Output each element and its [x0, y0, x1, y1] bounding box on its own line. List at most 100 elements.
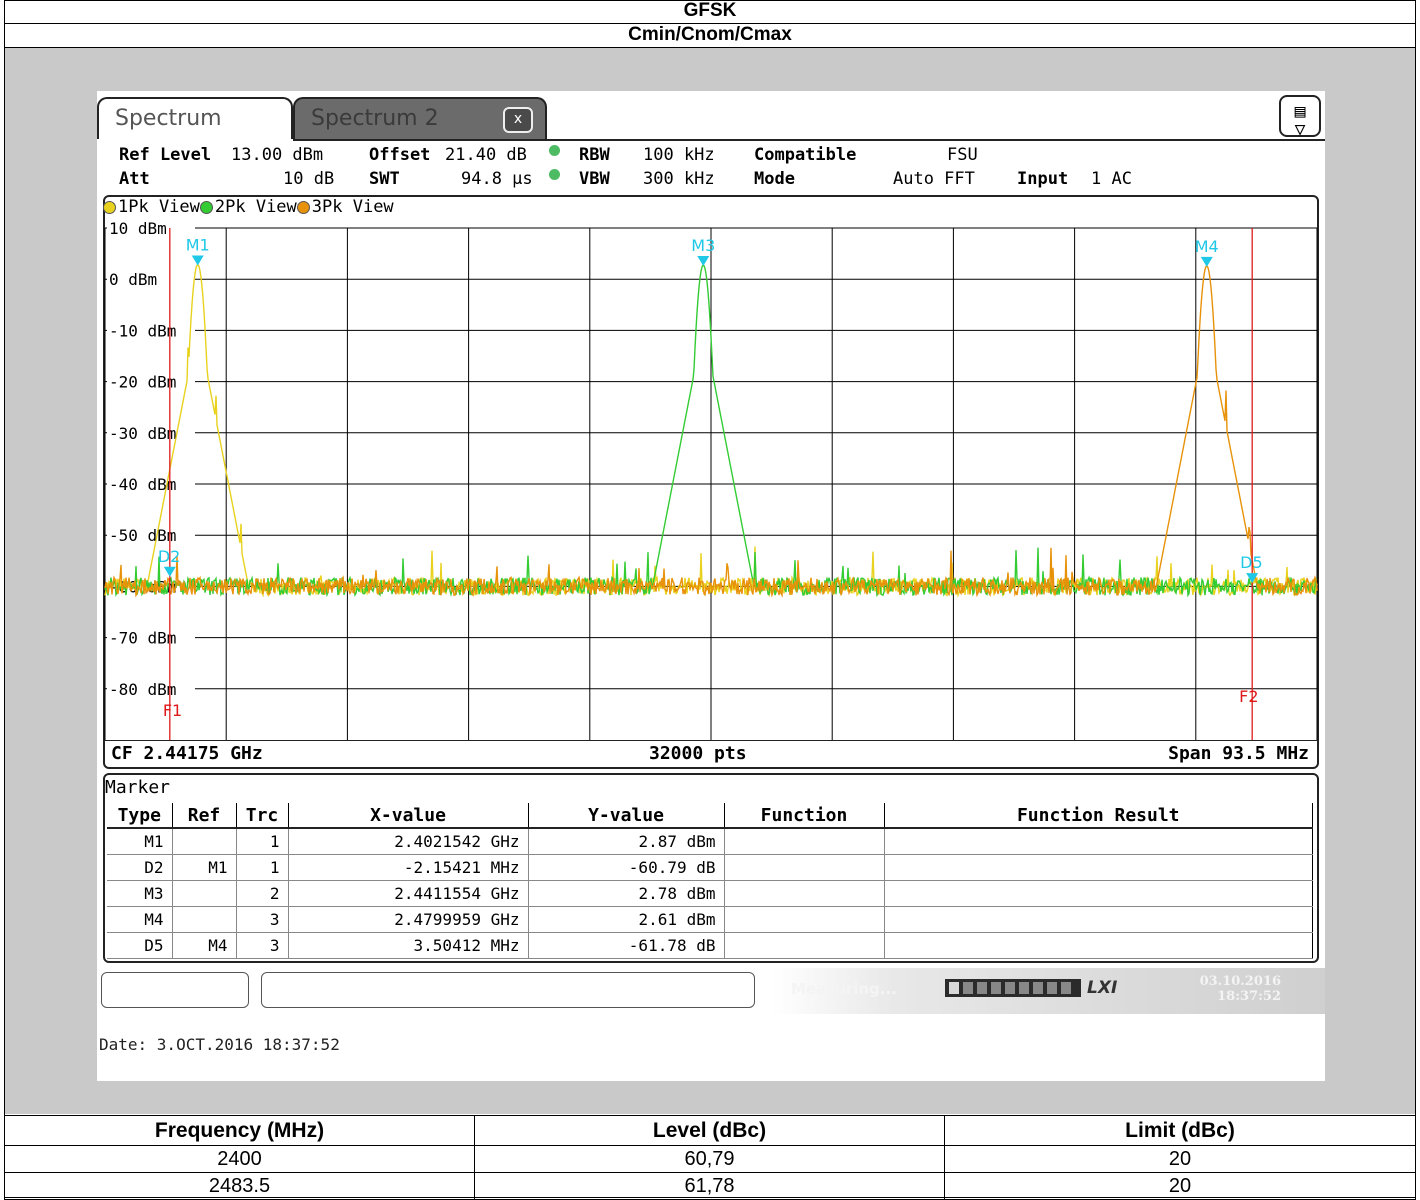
marker-table-title: Marker: [105, 777, 171, 798]
legend-item-2pk[interactable]: 2Pk View: [199, 197, 297, 217]
report-title: GFSK: [4, 0, 1416, 24]
marker-col-header: Type: [107, 803, 173, 829]
y-tick-label: -20 dBm: [109, 373, 176, 392]
tab-spectrum-label: Spectrum: [115, 106, 222, 131]
marker-cell-ref: [172, 828, 237, 855]
spectrum-plot[interactable]: 10 dBm 0 dBm -10 dBm -20 dBm -30 dBm -40 dBm -…: [97, 91, 1325, 771]
results-cell: 2400: [4, 1145, 475, 1173]
marker-cell-result: [884, 854, 1313, 881]
frequency-line-label: F2: [1239, 687, 1258, 706]
marker-cell-type: D2: [107, 854, 173, 881]
results-table: Frequency (MHz) Level (dBc) Limit (dBc) 24…: [4, 1115, 1416, 1200]
analyzer-screenshot: Spectrum 2 x Spectrum ▤ ▽ Ref Level 13.00…: [97, 91, 1325, 1081]
marker-label: M4: [1195, 237, 1219, 256]
marker-cell-x: 2.4411554 GHz: [288, 880, 529, 907]
marker-col-header: Trc: [236, 803, 289, 829]
marker-cell-x: -2.15421 MHz: [288, 854, 529, 881]
y-tick-label-bg: [107, 474, 195, 493]
tab-spectrum[interactable]: Spectrum: [97, 97, 293, 139]
y-tick-label: -40 dBm: [109, 475, 176, 494]
results-cell: 2483.5: [4, 1172, 475, 1200]
marker-triangle: [191, 255, 204, 266]
status-field-message[interactable]: [261, 972, 755, 1008]
tab-spectrum-2[interactable]: Spectrum 2 x: [293, 97, 547, 139]
input-label: Input: [1017, 169, 1069, 189]
vbw-label: VBW: [579, 169, 610, 189]
trace-legend: 1Pk View 2Pk View 3Pk View: [103, 197, 394, 217]
tab-bar: Spectrum 2 x Spectrum ▤ ▽: [97, 91, 1325, 143]
marker-cell-x: 2.4799959 GHz: [288, 906, 529, 933]
y-tick-label: -50 dBm: [109, 526, 176, 545]
marker-cell-y: -60.79 dB: [528, 854, 725, 881]
marker-row[interactable]: M3 2 2.4411554 GHz 2.78 dBm: [107, 880, 1313, 907]
y-tick-label: -30 dBm: [109, 424, 176, 443]
y-tick-label: -80 dBm: [109, 680, 176, 699]
marker-cell-ref: [172, 906, 237, 933]
y-tick-label: 0 dBm: [109, 270, 157, 289]
marker-triangle: [697, 255, 710, 266]
marker-row[interactable]: M1 1 2.4021542 GHz 2.87 dBm: [107, 828, 1313, 855]
close-icon[interactable]: x: [503, 107, 533, 133]
rbw-label: RBW: [579, 145, 610, 165]
marker-cell-ref: M1: [172, 854, 237, 881]
marker-cell-y: 2.61 dBm: [528, 906, 725, 933]
marker-cell-ref: M4: [172, 932, 237, 959]
marker-cell-function: [724, 880, 885, 907]
marker-cell-result: [884, 828, 1313, 855]
sweep-points: 32000 pts: [649, 743, 747, 764]
marker-col-header: X-value: [288, 803, 529, 829]
marker-row[interactable]: M4 3 2.4799959 GHz 2.61 dBm: [107, 906, 1313, 933]
diagram-frame: [103, 195, 1319, 769]
y-tick-label-bg: [107, 269, 195, 289]
legend-item-3pk[interactable]: 3Pk View: [296, 197, 394, 217]
y-tick-label-bg: [107, 218, 195, 237]
lxi-logo-icon: LXI: [1087, 978, 1118, 998]
y-tick-label: -10 dBm: [109, 321, 176, 340]
report-subtitle: Cmin/Cnom/Cmax: [4, 24, 1416, 48]
marker-col-header: Function Result: [884, 803, 1313, 829]
marker-cell-function: [724, 906, 885, 933]
marker-row[interactable]: D5 M4 3 3.50412 MHz -61.78 dB: [107, 932, 1313, 959]
offset-label: Offset: [369, 145, 431, 165]
y-tick-label-bg: [107, 627, 195, 647]
marker-col-header: Function: [724, 803, 885, 829]
marker-cell-x: 2.4021542 GHz: [288, 828, 529, 855]
swt-value: 94.8 µs: [461, 169, 533, 189]
measuring-status: Measuring...: [791, 980, 897, 998]
marker-cell-type: M1: [107, 828, 173, 855]
marker-table: Type Ref Trc X-value Y-value Function Function…: [107, 803, 1313, 959]
marker-label: M1: [186, 236, 210, 255]
marker-cell-trc: 1: [236, 828, 289, 855]
layout-menu-button[interactable]: ▤ ▽: [1279, 95, 1321, 139]
marker-cell-x: 3.50412 MHz: [288, 932, 529, 959]
center-frequency: CF 2.44175 GHz: [111, 743, 263, 764]
compatible-label: Compatible: [754, 145, 857, 165]
marker-triangle: [1200, 256, 1213, 267]
y-tick-label-bg: [107, 525, 195, 545]
marker-label: D5: [1240, 553, 1263, 572]
att-value: 10 dB: [283, 169, 335, 189]
results-col-header: Limit (dBc): [944, 1115, 1416, 1146]
status-time: 18:37:52: [1217, 989, 1281, 1004]
trace-3pk-view: [104, 264, 1318, 598]
ref-level-label: Ref Level: [119, 145, 212, 165]
marker-cell-function: [724, 828, 885, 855]
diagram-footer-divider: [103, 740, 1319, 741]
marker-cell-result: [884, 880, 1313, 907]
marker-label: M3: [691, 236, 715, 255]
input-value: 1 AC: [1091, 169, 1132, 189]
marker-cell-type: M4: [107, 906, 173, 933]
y-tick-label: -70 dBm: [109, 629, 176, 648]
status-field-left[interactable]: [101, 972, 249, 1008]
marker-row[interactable]: D2 M1 1 -2.15421 MHz -60.79 dB: [107, 854, 1313, 881]
marker-triangle: [163, 566, 176, 577]
marker-cell-trc: 1: [236, 854, 289, 881]
att-label: Att: [119, 169, 150, 189]
status-datetime: 03.10.2016 18:37:52: [1189, 974, 1281, 1004]
legend-item-1pk[interactable]: 1Pk View: [103, 197, 200, 217]
ref-level-value: 13.00 dBm: [231, 145, 324, 165]
marker-cell-trc: 2: [236, 880, 289, 907]
swt-label: SWT: [369, 169, 400, 189]
results-row: 2483.5 61,78 20: [4, 1172, 1416, 1200]
date-stamp: Date: 3.OCT.2016 18:37:52: [99, 1035, 340, 1054]
